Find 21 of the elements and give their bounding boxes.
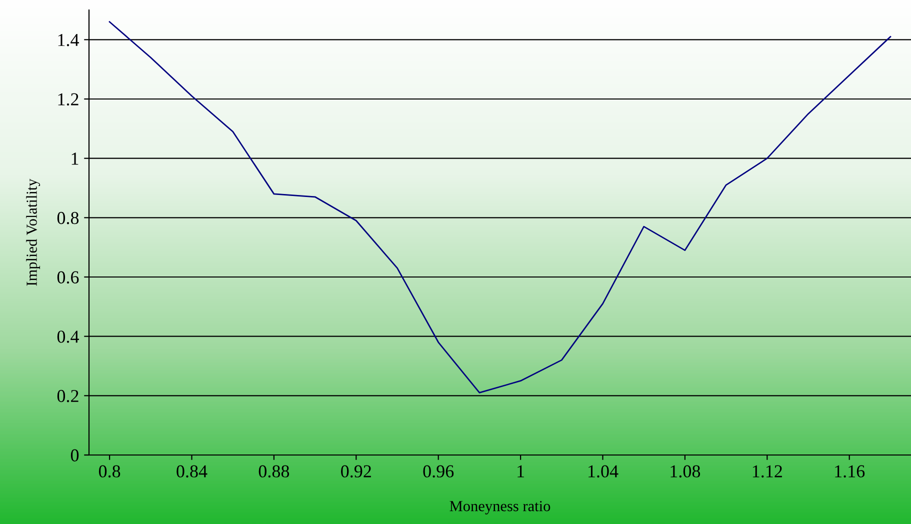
y-tick-label: 1.2 (58, 93, 78, 106)
x-tick-label: 0.92 (341, 465, 371, 478)
y-tick-label: 1.4 (58, 34, 79, 46)
x-tick-label: 0.88 (258, 465, 290, 478)
x-tick-label: 1 (518, 465, 524, 478)
y-tick-label: 0 (70, 449, 79, 462)
y-tick-label: 0.8 (57, 212, 79, 224)
line-series (108, 21, 892, 394)
y-axis-title: Implied Volatility (26, 178, 40, 286)
y-tick-label: 0.6 (57, 271, 79, 284)
x-tick-label: 1.08 (670, 465, 700, 478)
x-tick-label: 1.16 (835, 465, 865, 478)
y-tick-label: 0.2 (57, 390, 78, 402)
x-tick-label: 0.96 (423, 465, 454, 478)
x-tick-label: 0.8 (98, 465, 120, 478)
x-tick-label: 1.04 (588, 465, 618, 478)
y-tick-label: 1 (72, 152, 78, 165)
x-tick-label: 1.12 (752, 465, 782, 478)
y-tick-label: 0.4 (57, 330, 79, 343)
x-tick-label: 0.84 (176, 465, 208, 478)
x-axis-title: Moneyness ratio (450, 500, 550, 514)
